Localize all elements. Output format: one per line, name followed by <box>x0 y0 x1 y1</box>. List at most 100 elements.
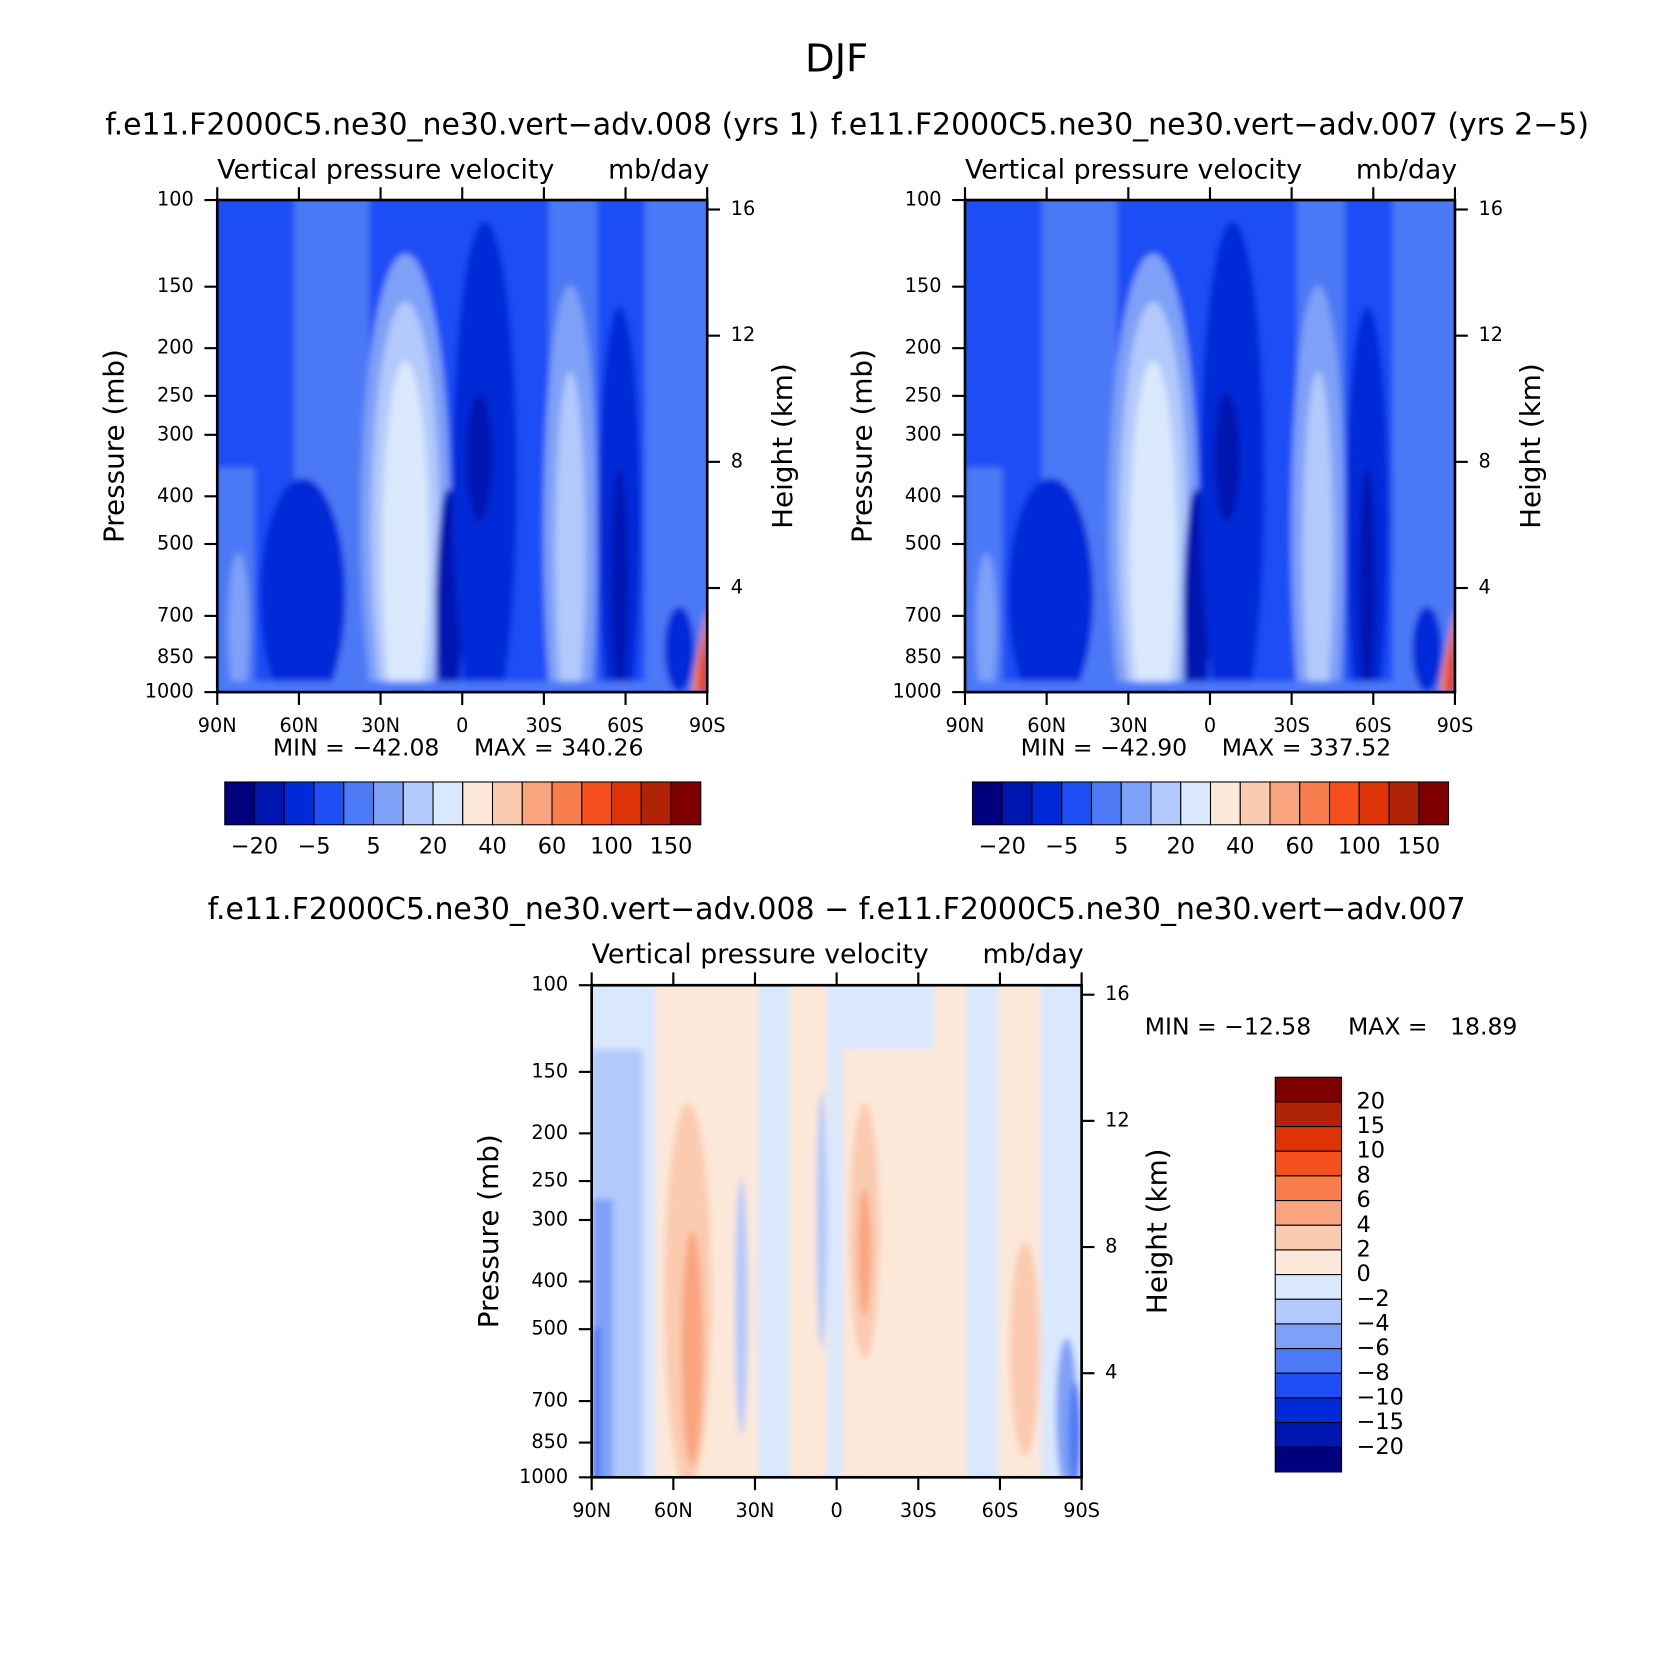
colorbar-swatch <box>640 781 672 826</box>
colorbar-swatch <box>402 781 434 826</box>
colorbar-swatch <box>1120 781 1152 826</box>
x-tick-label: 60S <box>1355 714 1392 737</box>
y-tick-label: 100 <box>157 188 194 211</box>
colorbar-label: −5 <box>1045 834 1078 860</box>
colorbar-label: 60 <box>1285 834 1314 860</box>
colorbar-swatch <box>1388 781 1420 826</box>
y-tick-label: 1000 <box>892 680 941 703</box>
y-tick-label: 300 <box>905 422 942 445</box>
colorbar-label: 100 <box>590 834 633 860</box>
colorbar-label: 5 <box>366 834 380 860</box>
panel-units: mb/day <box>1356 155 1457 186</box>
colorbar-swatch <box>1274 1126 1343 1152</box>
y2-tick-label: 8 <box>1105 1235 1117 1258</box>
contour-field <box>581 975 1094 1488</box>
colorbar-swatch <box>1274 1274 1343 1300</box>
colorbar-label: 4 <box>1357 1212 1371 1238</box>
colorbar-label: −20 <box>231 834 278 860</box>
colorbar-label: 60 <box>538 834 567 860</box>
y-tick-label: 100 <box>905 188 942 211</box>
y2-axis-label: Height (km) <box>1141 1148 1174 1314</box>
colorbar-swatch <box>1358 781 1390 826</box>
y-tick-label: 250 <box>157 383 194 406</box>
colorbar-swatch <box>224 781 256 826</box>
y-tick-label: 250 <box>905 383 942 406</box>
max-label: MAX = 337.52 <box>1222 733 1391 761</box>
x-tick-label: 0 <box>456 714 468 737</box>
colorbar-swatch <box>372 781 404 826</box>
y-tick-label: 150 <box>905 274 942 297</box>
y2-tick-label: 4 <box>1105 1361 1117 1384</box>
y-tick-label: 150 <box>157 274 194 297</box>
y-tick-label: 500 <box>905 531 942 554</box>
colorbar-label: 20 <box>1357 1088 1386 1114</box>
x-tick-label: 60N <box>279 714 318 737</box>
colorbar-swatch <box>1299 781 1331 826</box>
x-tick-label: 90S <box>1063 1499 1100 1522</box>
colorbar-label: 150 <box>1397 834 1440 860</box>
colorbar-label: 0 <box>1357 1261 1371 1287</box>
y-tick-label: 250 <box>531 1169 568 1192</box>
y2-tick-label: 4 <box>1478 576 1490 599</box>
x-tick-label: 30S <box>900 1499 937 1522</box>
x-tick-label: 60S <box>982 1499 1019 1522</box>
x-tick-label: 30S <box>526 714 563 737</box>
x-tick-label: 90S <box>689 714 726 737</box>
colorbar-label: 20 <box>419 834 448 860</box>
colorbar-swatch <box>283 781 315 826</box>
colorbar-swatch <box>1274 1348 1343 1374</box>
colorbar-swatch <box>670 781 702 826</box>
y-tick-label: 850 <box>905 645 942 668</box>
y2-tick-label: 8 <box>731 449 743 472</box>
y-tick-label: 700 <box>157 603 194 626</box>
y2-tick-label: 16 <box>1105 982 1130 1005</box>
colorbar-label: 15 <box>1357 1113 1386 1139</box>
x-tick-label: 30S <box>1273 714 1310 737</box>
y-tick-label: 500 <box>531 1317 568 1340</box>
colorbar-label: 10 <box>1357 1138 1386 1164</box>
y2-tick-label: 12 <box>1105 1108 1130 1131</box>
colorbar-swatch <box>343 781 375 826</box>
x-tick-label: 30N <box>736 1499 775 1522</box>
y2-tick-label: 16 <box>1478 197 1503 220</box>
colorbar-label: 150 <box>650 834 693 860</box>
colorbar-swatch <box>1274 1175 1343 1202</box>
figure-title: DJF <box>805 36 868 81</box>
colorbar-swatch <box>1274 1076 1343 1103</box>
y-axis-label: Pressure (mb) <box>845 349 878 543</box>
y-axis-label: Pressure (mb) <box>98 349 131 543</box>
panel-units: mb/day <box>608 155 709 186</box>
y-tick-label: 400 <box>157 484 194 507</box>
y2-tick-label: 8 <box>1478 449 1490 472</box>
colorbar-swatch <box>971 781 1003 826</box>
y-axis-label: Pressure (mb) <box>472 1134 505 1328</box>
y-tick-label: 1000 <box>519 1465 568 1488</box>
colorbar-swatch <box>1239 781 1271 826</box>
y2-axis-label: Height (km) <box>1514 363 1547 529</box>
colorbar-swatch <box>1274 1298 1343 1325</box>
colorbar-label: −8 <box>1357 1360 1390 1386</box>
colorbar-label: −15 <box>1357 1409 1404 1435</box>
colorbar-swatch <box>1274 1150 1343 1177</box>
y-tick-label: 400 <box>905 484 942 507</box>
x-tick-label: 30N <box>1109 714 1148 737</box>
panel-units: mb/day <box>983 939 1084 970</box>
colorbar-swatch <box>1328 781 1360 826</box>
y2-tick-label: 4 <box>731 576 743 599</box>
colorbar-swatch <box>1274 1446 1343 1473</box>
x-tick-label: 30N <box>361 714 400 737</box>
max-label: MAX = 340.26 <box>474 733 643 761</box>
colorbar-label: −20 <box>979 834 1026 860</box>
colorbar-swatch <box>1209 781 1241 826</box>
min-label: MIN = −12.58 <box>1145 1013 1312 1041</box>
max-label: MAX = 18.89 <box>1348 1013 1517 1041</box>
colorbar-swatch <box>1274 1372 1343 1399</box>
x-tick-label: 60N <box>654 1499 693 1522</box>
colorbar-swatch <box>610 781 642 826</box>
colorbar-swatch <box>1061 781 1093 826</box>
colorbar-swatch <box>1269 781 1301 826</box>
min-label: MIN = −42.08 <box>273 733 440 761</box>
colorbar-swatch <box>1001 781 1033 826</box>
colorbar-swatch <box>313 781 345 826</box>
